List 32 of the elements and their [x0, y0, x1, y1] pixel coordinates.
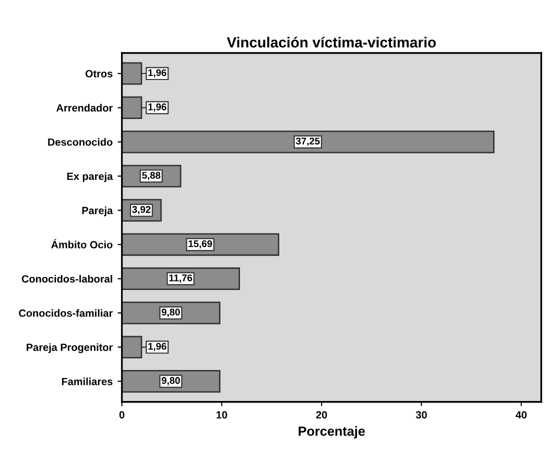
y-tick-label: Conocidos-laboral — [22, 274, 112, 283]
chart-title: Vinculación víctima-victimario — [226, 36, 436, 48]
data-label: 15,69 — [188, 240, 212, 249]
y-tick-label: Desconocido — [48, 138, 112, 146]
y-tick-label: Arrendador — [56, 104, 113, 112]
bar — [122, 130, 495, 154]
bar — [122, 233, 280, 256]
data-label: 11,76 — [169, 274, 192, 283]
y-tick-label: Otros — [86, 70, 112, 78]
y-tick-label: Familiares — [62, 378, 112, 386]
x-tick-label: 20 — [316, 411, 327, 419]
bar — [122, 62, 142, 85]
data-label: 1,96 — [148, 342, 166, 352]
bar — [122, 96, 142, 120]
y-tick-label: Pareja — [82, 206, 113, 216]
data-label: 37,25 — [296, 138, 320, 146]
x-tick-label: 0 — [119, 411, 124, 419]
y-tick-label: Pareja Progenitor — [26, 343, 113, 354]
y-tick-label: Conocidos-familiar — [18, 309, 113, 317]
data-label: 3,92 — [132, 206, 151, 214]
y-tick-label: Ámbito Ocio — [51, 239, 112, 248]
data-label: 9,80 — [162, 308, 180, 317]
bar — [122, 336, 142, 358]
x-tick-label: 30 — [416, 411, 427, 419]
data-label: 9,80 — [162, 377, 180, 386]
x-axis-title: Porcentaje — [298, 426, 365, 438]
x-tick-label: 40 — [516, 411, 527, 419]
data-label: 1,96 — [148, 69, 166, 78]
x-tick-label: 10 — [216, 411, 228, 419]
data-label: 5,88 — [142, 172, 160, 180]
data-label: 1,96 — [148, 103, 166, 112]
y-tick-label: Ex pareja — [67, 172, 113, 182]
